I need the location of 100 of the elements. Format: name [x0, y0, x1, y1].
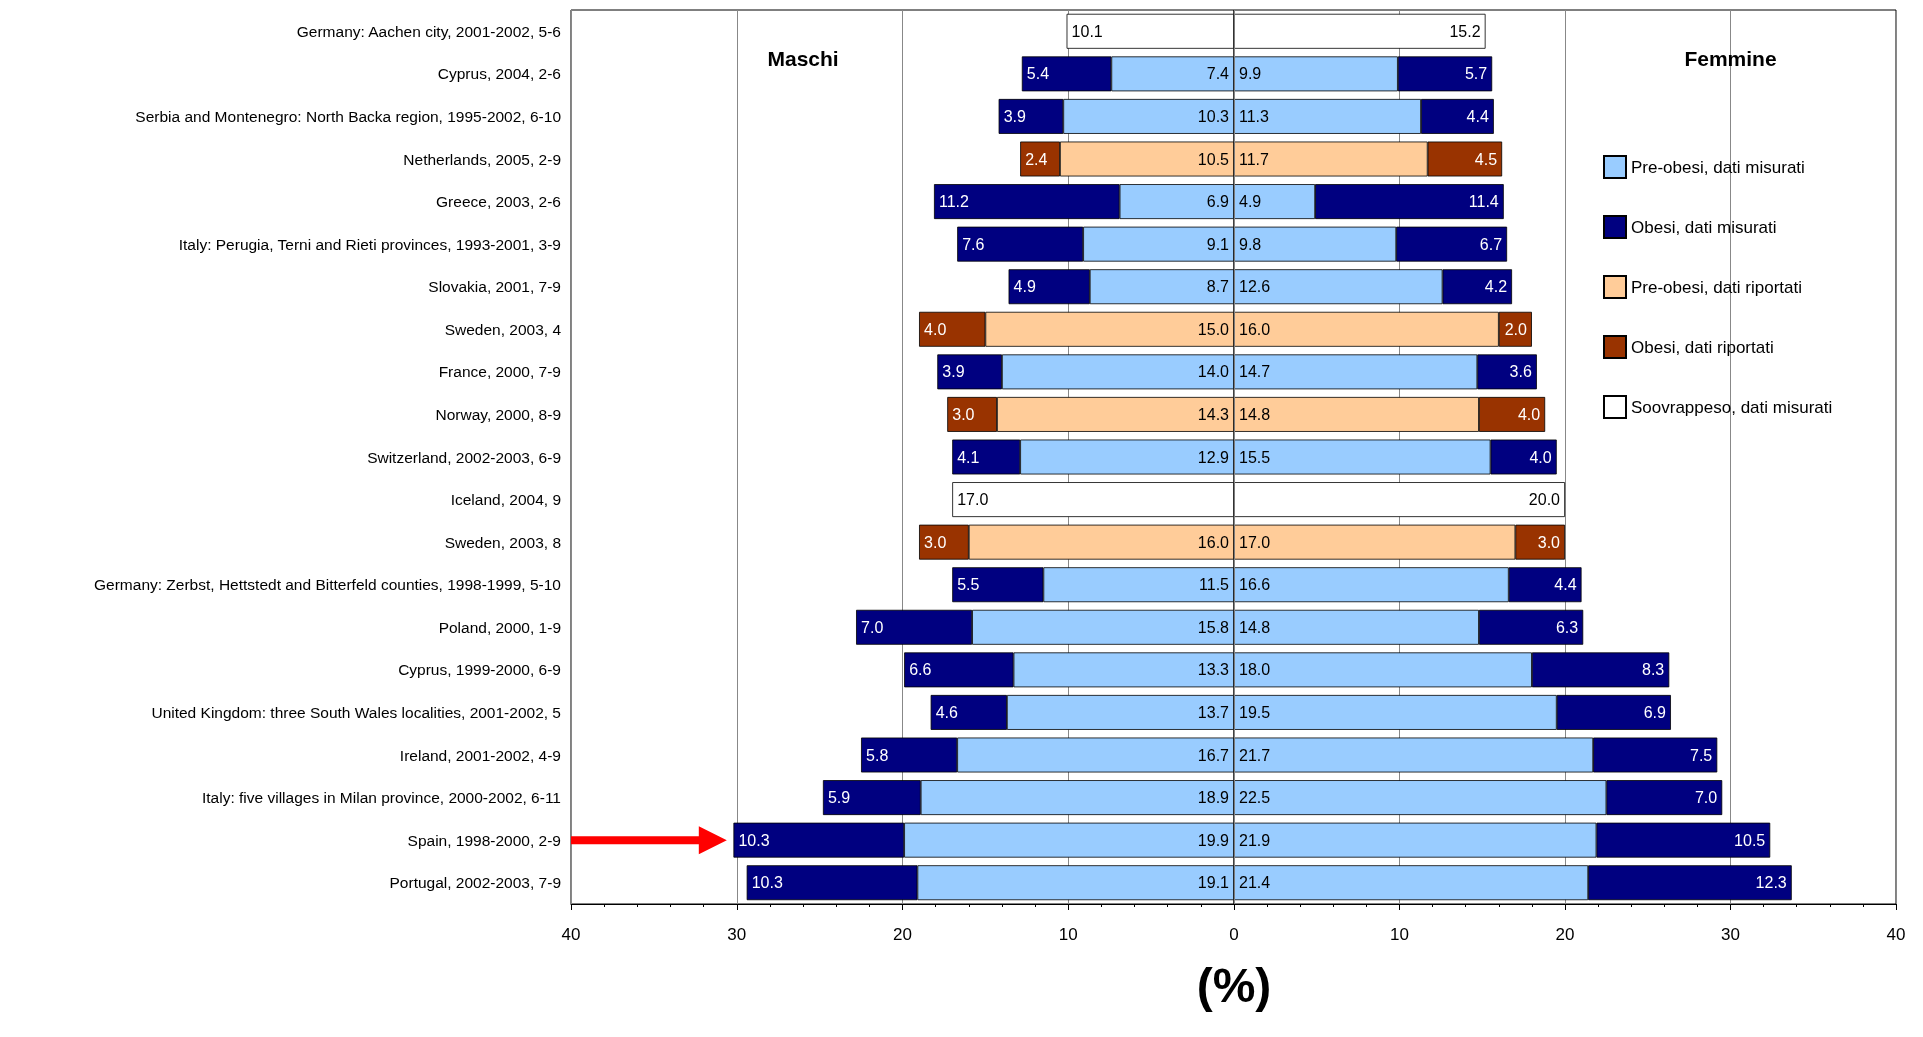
data-label: 15.0 [1197, 320, 1230, 338]
data-label: 15.2 [1449, 22, 1481, 40]
data-label: 3.0 [952, 405, 975, 423]
data-label: 5.4 [1026, 65, 1050, 83]
data-label: 6.3 [1555, 618, 1579, 636]
data-label: 12.3 [1755, 874, 1787, 892]
data-label: 3.9 [1003, 107, 1026, 125]
annotation: Maschi [767, 46, 839, 70]
y-tick-label: Ireland, 2001-2002, 4-9 [399, 746, 561, 764]
data-label: 11.7 [1239, 150, 1270, 168]
data-label: 6.9 [1643, 703, 1667, 721]
data-label: 4.0 [1517, 405, 1541, 423]
data-label: 10.5 [1734, 831, 1766, 849]
y-tick-label: Switzerland, 2002-2003, 6-9 [367, 448, 561, 466]
y-tick-label: Sweden, 2003, 4 [444, 320, 562, 338]
data-label: 7.6 [962, 235, 985, 253]
data-label: 14.0 [1197, 363, 1230, 381]
data-label: 22.5 [1239, 789, 1271, 807]
data-label: 6.7 [1479, 235, 1503, 253]
annotation: Femmine [1684, 46, 1777, 70]
y-tick-label: Cyprus, 2004, 2-6 [437, 65, 561, 83]
data-label: 14.3 [1197, 405, 1230, 423]
data-label: 4.9 [1239, 193, 1262, 211]
data-label: 8.3 [1642, 661, 1665, 679]
data-label: 9.8 [1239, 235, 1262, 253]
data-label: 6.6 [909, 661, 932, 679]
legend-label: Soovrappeso, dati misurati [1631, 397, 1833, 417]
data-label: 10.3 [751, 874, 783, 892]
y-tick-label: Germany: Aachen city, 2001-2002, 5-6 [296, 22, 561, 40]
x-axis-title: (%) [1196, 958, 1272, 1013]
data-label: 7.4 [1206, 65, 1230, 83]
x-tick-label: 10 [1390, 925, 1409, 944]
data-label: 4.1 [957, 448, 980, 466]
x-tick-label: 20 [1555, 925, 1575, 944]
data-label: 8.7 [1206, 278, 1230, 296]
y-tick-label: Germany: Zerbst, Hettstedt and Bitterfeld counties, 1998-1999, 5-10 [94, 576, 562, 594]
data-label: 5.7 [1464, 65, 1488, 83]
data-label: 21.9 [1239, 831, 1271, 849]
data-label: 5.8 [866, 746, 889, 764]
data-label: 12.9 [1197, 448, 1230, 466]
x-tick-label: 40 [561, 925, 581, 944]
data-label: 18.9 [1197, 789, 1230, 807]
y-tick-label: Sweden, 2003, 8 [444, 533, 561, 551]
data-label: 9.9 [1239, 65, 1262, 83]
y-tick-label: Netherlands, 2005, 2-9 [403, 150, 561, 168]
data-label: 4.0 [1529, 448, 1552, 466]
x-tick-label: 0 [1229, 925, 1239, 944]
data-label: 11.3 [1239, 107, 1270, 125]
data-label: 13.3 [1197, 661, 1230, 679]
data-label: 3.9 [942, 363, 965, 381]
legend-label: Obesi, dati misurati [1631, 217, 1777, 237]
data-label: 10.3 [738, 831, 770, 849]
x-tick-label: 30 [727, 925, 747, 944]
data-label: 5.9 [827, 789, 851, 807]
data-label: 17.0 [957, 491, 989, 509]
data-label: 16.0 [1197, 533, 1230, 551]
data-label: 19.1 [1197, 874, 1230, 892]
data-label: 10.3 [1197, 107, 1230, 125]
x-tick-label: 10 [1058, 925, 1078, 944]
data-label: 18.0 [1239, 661, 1271, 679]
y-tick-label: Norway, 2000, 8-9 [435, 405, 561, 423]
data-label: 16.0 [1239, 320, 1271, 338]
data-label: 2.4 [1025, 150, 1048, 168]
data-label: 15.8 [1197, 618, 1230, 636]
data-label: 7.0 [861, 618, 884, 636]
y-tick-label: Iceland, 2004, 9 [450, 491, 561, 509]
data-label: 14.8 [1239, 618, 1271, 636]
data-label: 11.5 [1199, 576, 1230, 594]
data-label: 15.5 [1239, 448, 1271, 466]
y-tick-label: France, 2000, 7-9 [438, 363, 561, 381]
y-tick-label: Italy: Perugia, Terni and Rieti provinces, 1993-2001, 3-9 [178, 235, 561, 253]
y-tick-label: Italy: five villages in Milan province, 2000-2002, 6-11 [202, 789, 561, 807]
data-label: 16.7 [1197, 746, 1230, 764]
data-label: 4.6 [935, 703, 959, 721]
y-tick-label: Poland, 2000, 1-9 [438, 618, 561, 636]
data-label: 4.9 [1013, 278, 1036, 296]
legend-label: Pre-obesi, dati riportati [1631, 277, 1803, 297]
data-label: 5.5 [957, 576, 980, 594]
y-tick-label: Cyprus, 1999-2000, 6-9 [398, 661, 561, 679]
data-label: 6.9 [1206, 193, 1230, 211]
data-label: 9.1 [1206, 235, 1230, 253]
y-tick-label: Portugal, 2002-2003, 7-9 [389, 874, 561, 892]
data-label: 3.0 [924, 533, 947, 551]
data-label: 14.8 [1239, 405, 1271, 423]
y-tick-label: Greece, 2003, 2-6 [436, 193, 561, 211]
x-tick-label: 20 [893, 925, 912, 944]
y-tick-label: United Kingdom: three South Wales localities, 2001-2002, 5 [151, 703, 561, 721]
data-label: 16.6 [1239, 576, 1271, 594]
data-label: 19.5 [1239, 703, 1271, 721]
data-label: 4.5 [1474, 150, 1498, 168]
x-tick-label: 40 [1886, 925, 1906, 944]
data-label: 11.4 [1468, 193, 1499, 211]
legend-label: Pre-obesi, dati misurati [1631, 157, 1805, 177]
data-label: 7.5 [1690, 746, 1713, 764]
data-label: 14.7 [1239, 363, 1271, 381]
data-label: 13.7 [1197, 703, 1230, 721]
data-label: 4.4 [1554, 576, 1577, 594]
data-label: 12.6 [1239, 278, 1271, 296]
data-label: 10.5 [1197, 150, 1230, 168]
data-label: 4.4 [1466, 107, 1489, 125]
